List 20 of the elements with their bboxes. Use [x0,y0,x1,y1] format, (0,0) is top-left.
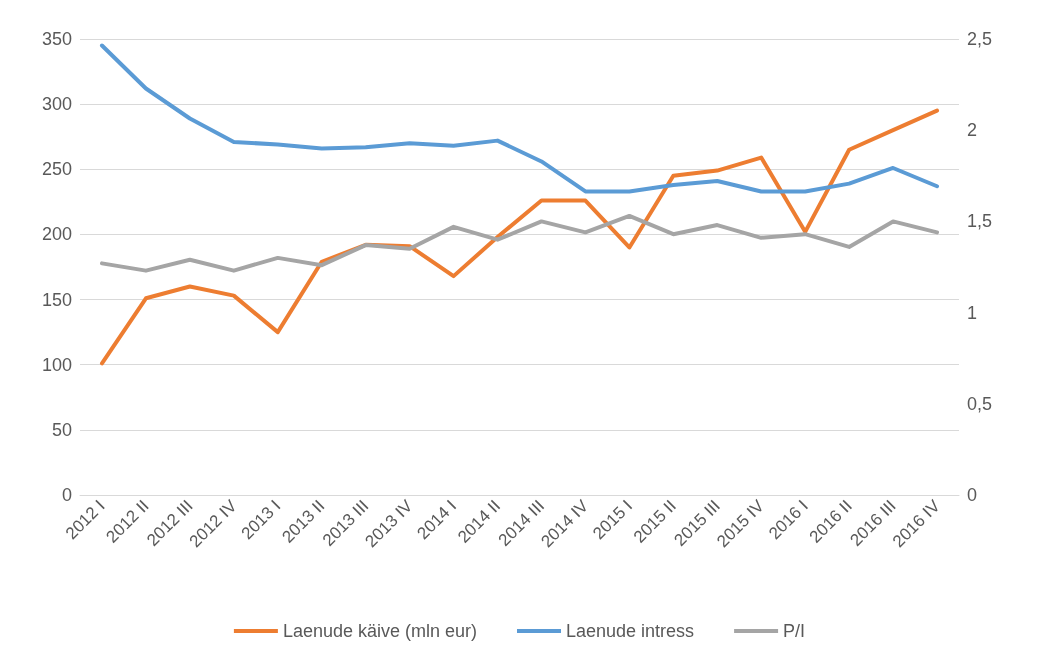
y-tick-label: 300 [41,94,72,115]
y-tick-label: 150 [41,289,72,310]
y2-tick-label: 0 [967,485,978,505]
line-series [99,43,940,194]
y-tick-label: 100 [41,354,72,375]
y-tick-label: 250 [41,159,72,180]
legend-label: Laenude käive (mln eur) [282,621,478,641]
legend-label: P/I [783,621,806,641]
y-tick-label: 200 [41,224,72,245]
y2-tick-label: 0,5 [967,393,993,414]
y-tick-label: 0 [61,485,72,505]
y2-tick-label: 2 [967,120,978,141]
line-series [99,213,940,273]
y2-tick-label: 1 [967,302,978,323]
legend-label: Laenude intress [566,621,695,641]
y-tick-label: 50 [51,419,72,440]
y2-tick-label: 2,5 [967,29,993,49]
y2-tick-label: 1,5 [967,211,993,232]
y-tick-label: 350 [41,29,72,49]
line-series [99,108,940,366]
